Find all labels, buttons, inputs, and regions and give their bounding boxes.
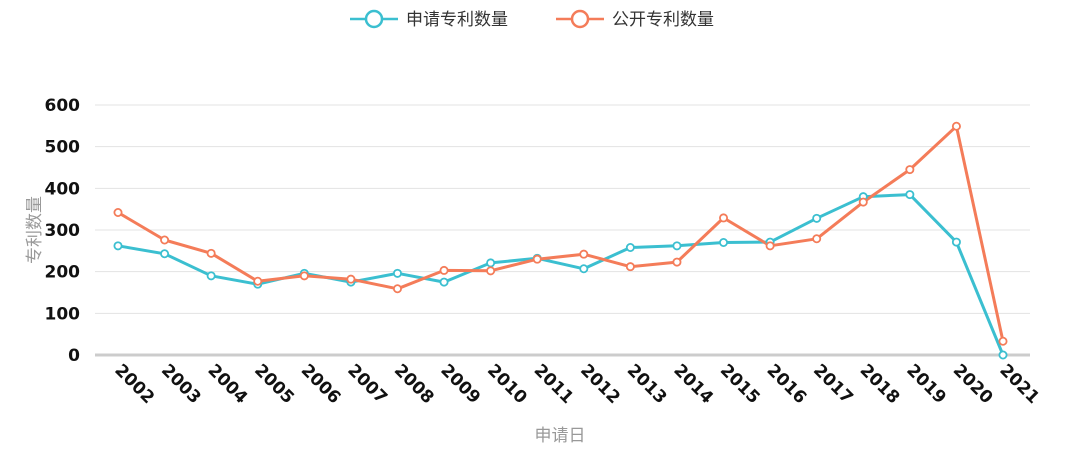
x-tick-label: 2010 [483,360,531,408]
data-point[interactable] [113,207,123,217]
x-tick-label: 2004 [204,360,252,408]
x-tick-label: 2021 [995,360,1043,408]
y-tick-label: 200 [45,263,81,283]
data-point[interactable] [299,271,309,281]
data-point[interactable] [858,197,868,207]
x-tick-label: 2008 [390,360,438,408]
data-point[interactable] [812,234,822,244]
data-point[interactable] [765,241,775,251]
data-point[interactable] [905,190,915,200]
y-tick-label: 300 [45,221,81,241]
data-point[interactable] [392,284,402,294]
data-point[interactable] [346,274,356,284]
x-axis-title: 申请日 [535,426,586,446]
series-line-1 [117,193,1005,356]
data-point[interactable] [253,276,263,286]
x-tick-label: 2002 [110,360,158,408]
data-point[interactable] [625,242,635,252]
legend-marker [364,9,384,29]
data-point[interactable] [160,249,170,259]
data-point[interactable] [672,241,682,251]
y-tick-label: 0 [68,346,80,366]
x-tick-label: 2020 [949,360,997,408]
data-point[interactable] [439,277,449,287]
data-point[interactable] [579,264,589,274]
x-axis: 2002200320042005200620072008200920102011… [95,353,1043,408]
legend: 申请专利数量 公开专利数量 [350,9,714,30]
data-point[interactable] [486,258,496,268]
x-tick-label: 2016 [763,360,811,408]
data-point[interactable] [486,266,496,276]
data-point[interactable] [672,257,682,267]
legend-label: 申请专利数量 [406,10,508,30]
data-point[interactable] [719,213,729,223]
y-tick-label: 100 [45,304,81,324]
series-lines [117,124,1005,356]
data-point[interactable] [160,235,170,245]
x-tick-label: 2006 [297,360,345,408]
y-tick-label: 400 [45,179,81,199]
data-point[interactable] [206,248,216,258]
x-tick-label: 2012 [576,360,624,408]
y-tick-label: 500 [45,138,81,158]
data-point[interactable] [392,268,402,278]
x-tick-label: 2011 [530,360,578,408]
legend-item[interactable]: 申请专利数量 [350,9,508,30]
x-tick-label: 2014 [669,360,717,408]
legend-label: 公开专利数量 [612,10,714,30]
gridlines [95,104,1030,314]
data-point[interactable] [206,271,216,281]
data-point[interactable] [439,265,449,275]
x-tick-label: 2005 [250,360,298,408]
series-points [113,121,1008,360]
data-point[interactable] [625,262,635,272]
legend-item[interactable]: 公开专利数量 [556,9,714,30]
legend-marker [570,9,590,29]
data-point[interactable] [113,241,123,251]
data-point[interactable] [951,237,961,247]
data-point[interactable] [905,165,915,175]
x-tick-label: 2018 [856,360,904,408]
x-tick-label: 2013 [623,360,671,408]
y-tick-label: 600 [45,96,81,116]
series-line-2 [117,124,1005,342]
y-axis-ticks: 0 100 200 300 400 500 600 [45,96,81,366]
data-point[interactable] [998,350,1008,360]
x-tick-label: 2015 [716,360,764,408]
data-point[interactable] [579,249,589,259]
data-point[interactable] [812,213,822,223]
data-point[interactable] [532,254,542,264]
data-point[interactable] [951,121,961,131]
x-tick-label: 2009 [437,360,485,408]
data-point[interactable] [719,237,729,247]
y-axis-title: 专利数量 [25,196,45,264]
x-tick-label: 2003 [157,360,205,408]
x-tick-label: 2019 [902,360,950,408]
data-point[interactable] [998,336,1008,346]
x-tick-label: 2007 [343,360,391,408]
x-tick-label: 2017 [809,360,857,408]
